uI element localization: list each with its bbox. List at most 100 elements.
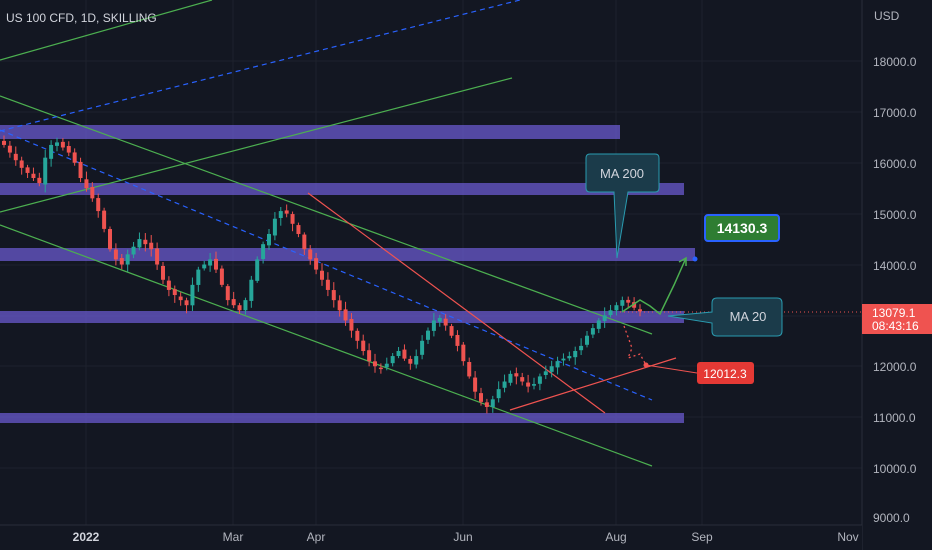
green-channel-top-upper[interactable] xyxy=(0,0,213,61)
candle-body[interactable] xyxy=(426,330,430,340)
candle-body[interactable] xyxy=(196,269,201,285)
candle-body[interactable] xyxy=(331,290,336,301)
candle-body[interactable] xyxy=(284,210,289,214)
candle-body[interactable] xyxy=(314,258,319,270)
candle-body[interactable] xyxy=(108,229,112,250)
candle-body[interactable] xyxy=(608,310,613,316)
candle-body[interactable] xyxy=(143,239,148,245)
candle-body[interactable] xyxy=(396,350,401,356)
candle-body[interactable] xyxy=(119,258,124,265)
candle-body[interactable] xyxy=(349,318,354,331)
candle-body[interactable] xyxy=(590,328,595,335)
candle-body[interactable] xyxy=(155,248,160,265)
candle-body[interactable] xyxy=(479,393,483,402)
candle-body[interactable] xyxy=(202,264,207,269)
candle-body[interactable] xyxy=(255,259,260,281)
candle-body[interactable] xyxy=(249,279,254,301)
candle-body[interactable] xyxy=(72,152,77,163)
candle-body[interactable] xyxy=(408,358,413,364)
green-channel-upper[interactable] xyxy=(0,95,653,335)
candle-body[interactable] xyxy=(261,244,266,260)
candle-body[interactable] xyxy=(367,350,372,362)
candle-body[interactable] xyxy=(420,340,425,355)
candle-body[interactable] xyxy=(449,326,454,336)
candle-body[interactable] xyxy=(96,198,101,212)
candle-body[interactable] xyxy=(66,146,71,153)
ma200-callout[interactable]: MA 200 xyxy=(585,153,660,259)
candle-body[interactable] xyxy=(455,334,460,346)
candle-body[interactable] xyxy=(355,330,360,341)
candle-body[interactable] xyxy=(60,141,65,148)
ma20-callout[interactable]: MA 20 xyxy=(667,297,783,337)
candle-body[interactable] xyxy=(320,270,324,280)
candle-body[interactable] xyxy=(166,280,171,290)
upside-target-box[interactable]: 14130.3 xyxy=(704,214,780,242)
candle-body[interactable] xyxy=(561,358,566,361)
candle-body[interactable] xyxy=(532,384,536,386)
candle-body[interactable] xyxy=(84,179,89,189)
candle-body[interactable] xyxy=(520,377,525,382)
time-axis[interactable]: 2022 Mar Apr Jun Aug Sep Nov xyxy=(0,524,862,550)
zone-16600[interactable] xyxy=(0,125,620,139)
candle-body[interactable] xyxy=(302,234,307,250)
candle-body[interactable] xyxy=(573,350,578,358)
candle-body[interactable] xyxy=(437,317,442,322)
candle-body[interactable] xyxy=(549,366,554,372)
candle-body[interactable] xyxy=(31,173,36,179)
candle-body[interactable] xyxy=(49,144,54,159)
candle-body[interactable] xyxy=(390,356,395,364)
candle-body[interactable] xyxy=(325,279,330,290)
candle-body[interactable] xyxy=(290,214,295,224)
blue-dashed-mid[interactable] xyxy=(0,129,653,401)
candle-body[interactable] xyxy=(596,320,601,329)
candle-body[interactable] xyxy=(443,318,448,326)
candle-body[interactable] xyxy=(125,254,130,265)
candle-body[interactable] xyxy=(231,299,236,306)
candle-body[interactable] xyxy=(2,140,6,145)
candle-body[interactable] xyxy=(343,309,348,321)
candle-body[interactable] xyxy=(19,160,24,168)
candle-body[interactable] xyxy=(632,302,637,308)
candle-body[interactable] xyxy=(25,167,30,173)
candle-body[interactable] xyxy=(55,142,59,146)
candle-body[interactable] xyxy=(431,320,436,331)
candle-body[interactable] xyxy=(537,376,542,384)
candle-body[interactable] xyxy=(78,161,83,179)
candle-body[interactable] xyxy=(178,296,183,301)
candle-body[interactable] xyxy=(149,242,154,250)
candle-body[interactable] xyxy=(219,268,224,285)
zone-11000[interactable] xyxy=(0,413,684,423)
candle-body[interactable] xyxy=(337,300,342,311)
candle-body[interactable] xyxy=(102,210,107,229)
zone-15500[interactable] xyxy=(0,183,684,195)
candle-body[interactable] xyxy=(272,218,277,236)
candle-body[interactable] xyxy=(172,289,177,296)
candle-body[interactable] xyxy=(602,315,607,321)
candle-body[interactable] xyxy=(243,300,248,311)
candle-body[interactable] xyxy=(526,382,531,387)
candle-body[interactable] xyxy=(184,300,189,306)
candle-body[interactable] xyxy=(373,361,377,367)
candle-body[interactable] xyxy=(131,246,136,255)
candle-body[interactable] xyxy=(308,249,313,260)
current-price-badge[interactable]: 13079.1 08:43:16 xyxy=(862,304,932,334)
candle-body[interactable] xyxy=(461,344,466,362)
candle-body[interactable] xyxy=(161,265,165,280)
candle-body[interactable] xyxy=(37,177,42,184)
bullish-projection-path[interactable] xyxy=(621,257,687,316)
red-uptrend-line[interactable] xyxy=(509,357,677,411)
candle-body[interactable] xyxy=(137,239,142,248)
candle-body[interactable] xyxy=(90,187,95,199)
candle-body[interactable] xyxy=(579,345,584,351)
candle-body[interactable] xyxy=(237,305,242,311)
candle-body[interactable] xyxy=(514,373,519,377)
candle-body[interactable] xyxy=(484,402,489,407)
candle-body[interactable] xyxy=(473,377,478,392)
candle-body[interactable] xyxy=(467,362,472,377)
candle-body[interactable] xyxy=(638,309,642,312)
candle-body[interactable] xyxy=(614,305,619,311)
candle-body[interactable] xyxy=(585,335,589,345)
candle-body[interactable] xyxy=(7,145,12,153)
zone-14200[interactable] xyxy=(0,248,695,261)
